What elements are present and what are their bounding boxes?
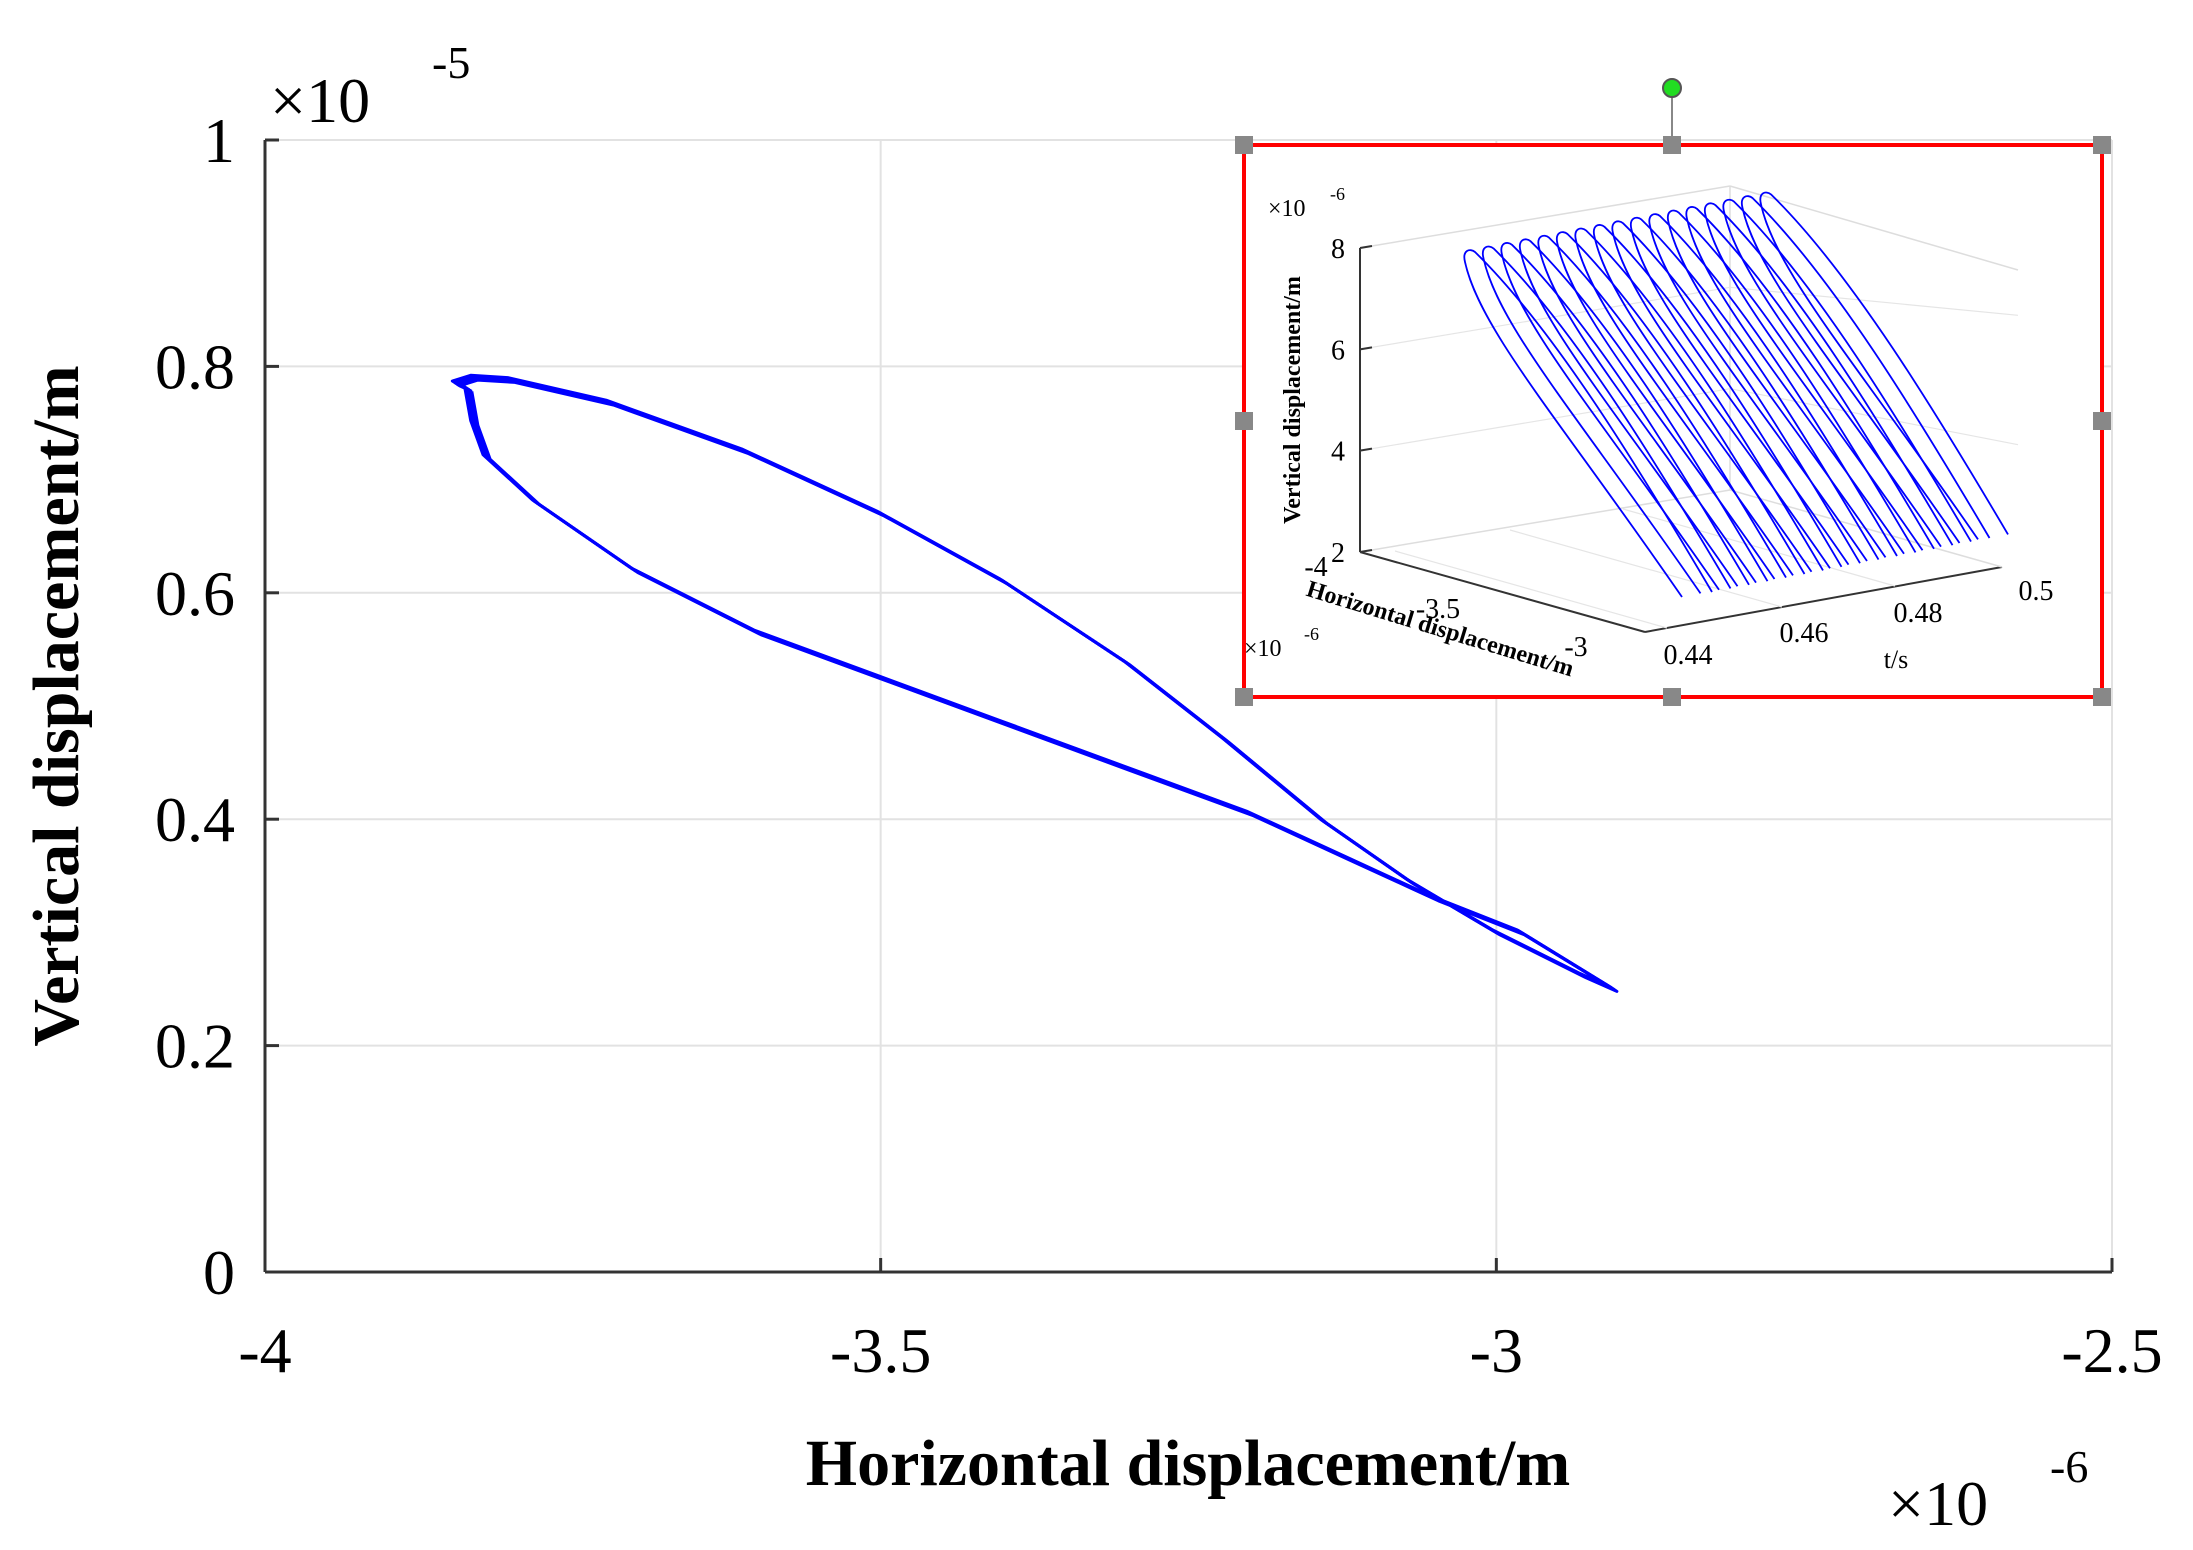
resize-handle-top-right[interactable]: [2093, 136, 2111, 154]
inset-cycle-line: [1666, 209, 1917, 558]
inset-cycle-line: [1703, 202, 1954, 551]
y-tick-label: 1: [203, 105, 235, 176]
inset-vertical-ticks: 2 4 6 8: [1331, 234, 1345, 569]
inset-y-multiplier-base: ×10: [1268, 196, 1306, 222]
resize-handle-left[interactable]: [1235, 412, 1253, 430]
inset-horizontal-tick: -3.5: [1416, 594, 1460, 625]
y-tick-labels: 0 0.2 0.4 0.6 0.8 1: [155, 105, 279, 1308]
resize-handle-top-left[interactable]: [1235, 136, 1253, 154]
inset-cycle-line: [1555, 231, 1806, 580]
x-axis-label: Horizontal displacement/m: [806, 1427, 1570, 1500]
inset-cycle-line: [1500, 242, 1750, 591]
y-multiplier-exp: -5: [432, 37, 470, 88]
y-tick-label: 0.6: [155, 558, 235, 629]
inset-y-multiplier-exp: -6: [1330, 184, 1345, 204]
inset-cycle-line: [1537, 234, 1787, 584]
inset-t-label: t/s: [1884, 645, 1909, 674]
inset-vertical-tick: 4: [1331, 437, 1345, 468]
resize-handle-top[interactable]: [1663, 136, 1681, 154]
inset-z-multiplier-exp: -6: [1304, 624, 1319, 644]
inset-grid-line: [1622, 508, 1896, 587]
inset-cycle-line: [1685, 206, 1935, 555]
x-tick-labels: -4 -3.5 -3 -2.5: [238, 1258, 2163, 1386]
inset-z-multiplier-base: ×10: [1244, 636, 1282, 662]
y-tick-label: 0.4: [155, 784, 235, 855]
inset-time-tick: 0.48: [1894, 598, 1943, 629]
resize-handle-right[interactable]: [2093, 412, 2111, 430]
inset-tick-mark: [1359, 346, 1373, 351]
x-tick-label: -2.5: [2061, 1315, 2162, 1386]
inset-grid-line: [1359, 286, 1731, 350]
inset-time-ticks: 0.44 0.46 0.48 0.5: [1664, 576, 2054, 671]
resize-handle-bottom-left[interactable]: [1235, 688, 1253, 706]
inset-cycle-line: [1611, 220, 1861, 569]
inset-tick-mark: [1359, 549, 1373, 553]
y-axis-label: Vertical displacement/m: [20, 365, 93, 1046]
y-multiplier: ×10 -5: [270, 37, 470, 136]
inset-t-axis: [1644, 566, 2003, 633]
resize-handle-bottom[interactable]: [1663, 688, 1681, 706]
inset-cycle-line: [1648, 213, 1898, 562]
inset-vertical-label: Vertical displacement/m: [1280, 276, 1306, 524]
inset-cycle-line: [1481, 245, 1732, 594]
inset-back-top: [1359, 185, 1731, 249]
inset-cycle-line: [1629, 216, 1880, 566]
inset-grid-line: [1359, 388, 1731, 452]
inset-grid-line: [1394, 550, 1668, 629]
inset-cycle-line: [1722, 198, 1972, 548]
inset-series: [1463, 191, 2009, 598]
resize-handle-bottom-right[interactable]: [2093, 688, 2111, 706]
inset-cycle-line: [1592, 224, 1843, 573]
inset-horizontal-ticks: -4 -3.5 -3: [1304, 552, 1587, 663]
inset-tick-mark: [1359, 447, 1373, 452]
inset-cycle-line: [1518, 238, 1769, 587]
inset-time-tick: 0.5: [2019, 576, 2054, 607]
axes: [263, 140, 2112, 1274]
y-tick-label: 0: [203, 1237, 235, 1308]
inset-figure[interactable]: 2 4 6 8 -4 -3.5 -3 0.44 0.46 0.48 0.5 ×10 -6 ×10…: [1235, 78, 2111, 706]
x-multiplier-exp: -6: [2050, 1441, 2088, 1492]
y-tick-label: 0.8: [155, 331, 235, 402]
inset-vertical-tick: 2: [1331, 538, 1345, 569]
inset-time-tick: 0.44: [1664, 640, 1713, 671]
inset-cycle-line: [1574, 227, 1824, 576]
inset-back-floor-left: [1359, 489, 1731, 553]
x-multiplier: ×10 -6: [1888, 1441, 2088, 1539]
inset-cycle-line: [1463, 249, 1713, 598]
x-multiplier-base: ×10: [1888, 1468, 1988, 1539]
x-tick-label: -3: [1470, 1315, 1523, 1386]
inset-grid-lines: [1359, 245, 2019, 629]
x-tick-label: -4: [238, 1315, 291, 1386]
y-multiplier-base: ×10: [270, 65, 370, 136]
inset-depth-axis: [1359, 551, 1646, 633]
inset-horizontal-tick: -4: [1304, 552, 1327, 583]
inset-time-tick: 0.46: [1780, 618, 1829, 649]
inset-horizontal-tick: -3: [1564, 632, 1587, 663]
series-loop: [450, 373, 1619, 993]
x-tick-label: -3.5: [830, 1315, 931, 1386]
inset-vertical-tick: 6: [1331, 335, 1345, 366]
y-tick-label: 0.2: [155, 1011, 235, 1082]
inset-grid-line: [1729, 286, 2019, 316]
rotate-handle[interactable]: [1662, 78, 1682, 98]
inset-back-top-right: [1729, 185, 2019, 271]
inset-cycle-line: [1740, 195, 1991, 544]
inset-tick-mark: [1359, 245, 1373, 249]
inset-vertical-tick: 8: [1331, 234, 1345, 265]
inset-cycle-line: [1759, 191, 2009, 540]
series-line: [458, 378, 1619, 993]
inset-grid-line: [1509, 529, 1783, 608]
